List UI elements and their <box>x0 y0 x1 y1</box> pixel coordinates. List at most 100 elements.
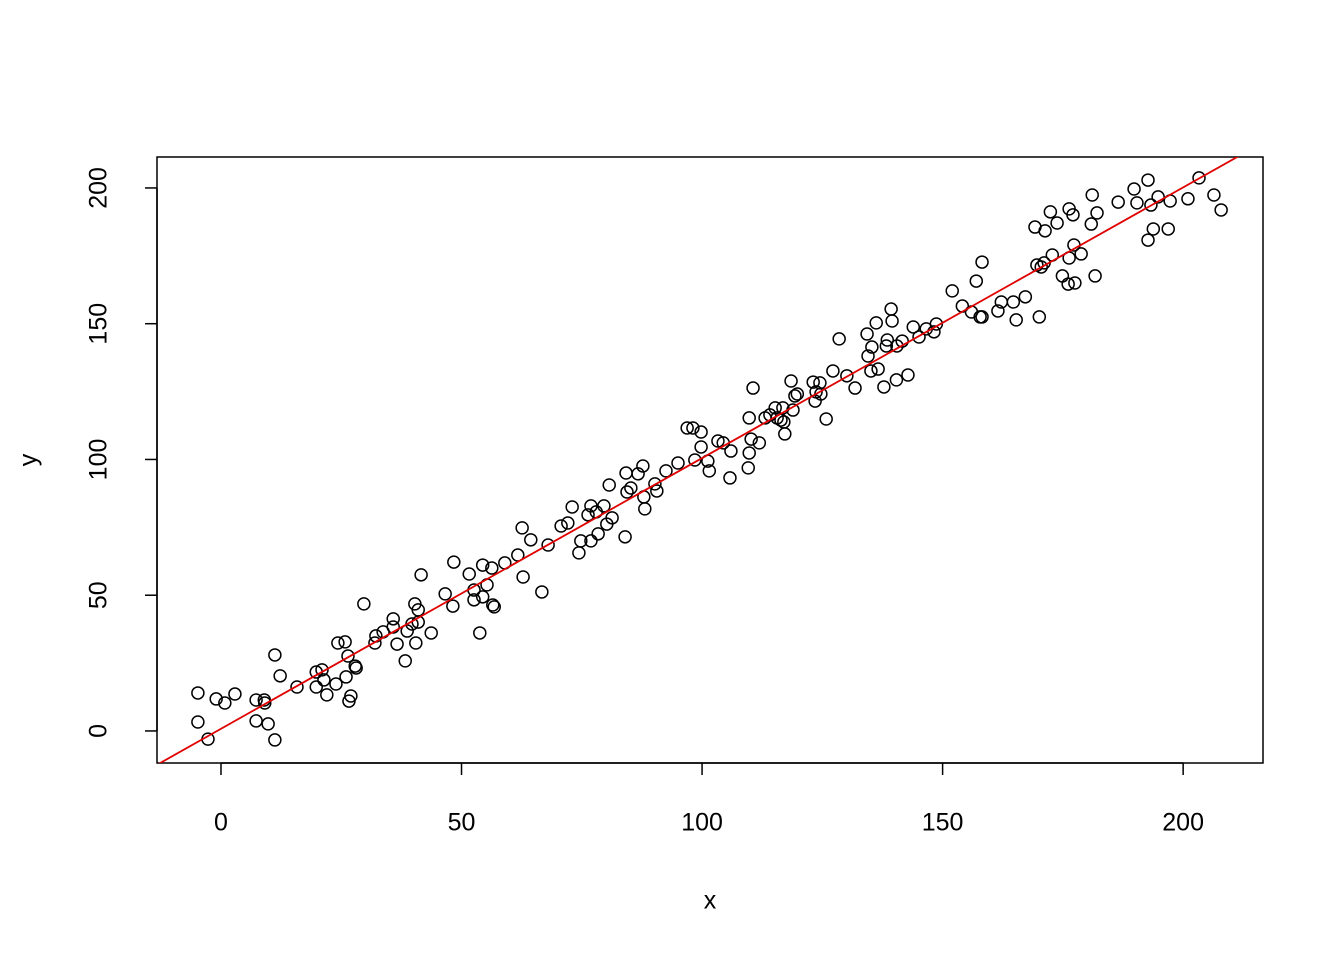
data-point <box>368 636 382 650</box>
data-point <box>191 686 205 700</box>
data-point <box>191 715 205 729</box>
data-point <box>929 317 944 331</box>
data-point <box>462 567 476 581</box>
data-point <box>895 334 909 348</box>
data-point <box>438 587 452 601</box>
data-point <box>1141 233 1155 247</box>
data-point <box>414 568 428 582</box>
x-tick-label: 200 <box>1162 809 1204 837</box>
data-point <box>901 368 915 382</box>
data-point <box>788 389 802 403</box>
data-point <box>485 561 499 575</box>
data-point <box>1038 224 1052 238</box>
data-point <box>686 421 700 435</box>
data-point <box>1032 310 1047 324</box>
data-point <box>447 555 461 569</box>
data-point <box>991 304 1005 318</box>
y-axis-label: y <box>15 453 43 466</box>
data-point <box>357 597 371 611</box>
data-point <box>680 421 694 435</box>
data-point <box>1088 269 1102 283</box>
y-tick-label: 200 <box>85 167 113 209</box>
data-point <box>581 508 595 522</box>
data-point <box>906 320 921 334</box>
data-point <box>331 636 345 650</box>
data-point <box>768 401 782 415</box>
data-point <box>694 440 708 454</box>
data-point <box>1161 222 1175 236</box>
data-point <box>884 302 898 316</box>
x-tick-label: 100 <box>681 809 723 837</box>
data-point <box>338 635 352 649</box>
data-point <box>636 459 650 473</box>
data-point <box>1074 247 1088 261</box>
data-point <box>1127 182 1141 196</box>
data-point <box>1084 217 1099 231</box>
data-point <box>865 340 879 354</box>
data-point <box>1111 195 1125 209</box>
data-point <box>861 349 875 363</box>
data-point <box>1181 192 1195 206</box>
data-point <box>671 456 685 470</box>
data-point <box>975 255 989 269</box>
data-point <box>1151 190 1165 204</box>
y-tick-label: 100 <box>85 439 113 481</box>
data-point <box>889 373 904 387</box>
data-point <box>561 516 575 530</box>
data-point <box>860 327 874 341</box>
data-point <box>702 464 717 478</box>
data-point <box>602 478 616 492</box>
data-point <box>648 477 662 491</box>
data-point <box>409 636 423 650</box>
data-point <box>475 590 490 604</box>
data-point <box>624 481 638 495</box>
data-point <box>885 314 899 328</box>
data-point <box>317 673 331 687</box>
data-point <box>975 310 989 324</box>
data-point <box>848 381 862 395</box>
fit-clip <box>158 157 1240 763</box>
data-point <box>776 401 790 415</box>
data-point <box>969 274 984 288</box>
data-point <box>261 717 275 731</box>
data-point <box>535 585 549 599</box>
data-point <box>565 500 579 514</box>
data-point <box>446 599 460 613</box>
data-point <box>1192 171 1206 185</box>
data-point <box>1006 295 1021 309</box>
data-point <box>752 436 767 450</box>
data-point <box>516 570 530 584</box>
data-point <box>1043 205 1058 219</box>
regression-line <box>158 157 1240 763</box>
data-point <box>315 663 329 677</box>
data-point <box>268 733 282 747</box>
data-point <box>398 654 412 668</box>
data-point <box>515 521 529 535</box>
data-point <box>591 527 605 541</box>
data-point <box>724 444 738 458</box>
data-point <box>638 502 652 516</box>
data-point <box>659 464 673 478</box>
data-point <box>209 692 223 706</box>
data-point <box>880 333 895 347</box>
data-point <box>349 661 363 675</box>
data-point <box>869 316 883 330</box>
data-point <box>912 330 926 344</box>
data-point <box>574 534 588 548</box>
y-tick-label: 150 <box>85 303 113 345</box>
data-point <box>487 600 501 614</box>
data-point <box>475 558 490 572</box>
data-point <box>258 696 272 710</box>
data-point <box>341 649 355 663</box>
data-point <box>605 511 619 525</box>
data-point <box>424 626 438 640</box>
data-point <box>744 432 758 446</box>
data-point <box>784 374 798 388</box>
data-point <box>1034 260 1048 274</box>
data-point <box>597 499 611 513</box>
data-point <box>694 425 708 439</box>
data-point <box>620 485 634 499</box>
data-point <box>631 467 645 481</box>
x-axis-label: x <box>704 887 717 915</box>
data-point <box>877 380 891 394</box>
